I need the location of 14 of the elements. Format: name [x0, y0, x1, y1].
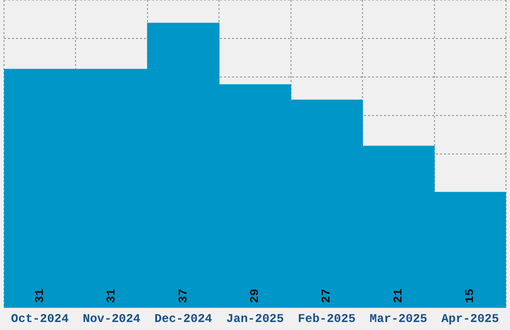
data-label: 15	[463, 288, 478, 304]
x-tick-label: Nov-2024	[82, 312, 140, 326]
x-tick-label: Jan-2025	[226, 312, 284, 326]
x-tick-label: Mar-2025	[370, 312, 428, 326]
x-tick-label: Apr-2025	[441, 312, 499, 326]
x-tick-label: Oct-2024	[11, 312, 69, 326]
x-tick-label: Feb-2025	[298, 312, 356, 326]
data-label: 21	[391, 288, 406, 304]
data-label: 37	[176, 288, 190, 304]
data-label: 31	[104, 288, 119, 304]
data-label: 31	[32, 288, 47, 304]
data-label: 29	[248, 288, 262, 304]
x-tick-label: Dec-2024	[154, 312, 212, 326]
data-label: 27	[320, 288, 334, 304]
